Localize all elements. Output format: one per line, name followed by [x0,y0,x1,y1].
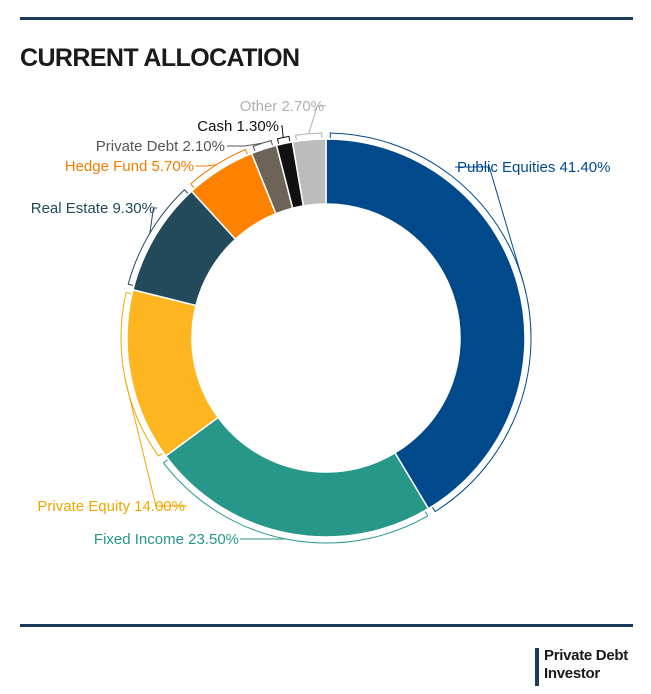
label-bracket [162,459,429,544]
label-bracket [329,132,532,513]
chart-title: CURRENT ALLOCATION [20,44,300,72]
label-leader [308,105,326,134]
slice-label: Private Debt 2.10% [96,138,225,155]
logo-line-2: Investor [544,665,600,682]
slice-label: Other 2.70% [240,98,324,115]
label-leader [227,142,263,147]
bottom-rule [20,624,633,627]
label-leader [281,125,284,138]
label-leader [149,207,157,234]
slice-label: Private Equity 14.00% [37,498,185,515]
logo-line-1: Private Debt [544,647,628,664]
slice-fixed-income [164,416,430,538]
slice-label: Hedge Fund 5.70% [65,158,194,175]
slice-label: Fixed Income 23.50% [94,531,239,548]
top-rule [20,17,633,20]
label-leader [455,166,525,284]
label-bracket [276,135,291,144]
logo-bar [535,648,539,686]
slice-label: Public Equities 41.40% [457,159,610,176]
logo-text: Private Debt Investor [544,647,628,683]
label-leader [196,164,217,167]
label-leader [124,377,187,507]
slice-label: Real Estate 9.30% [31,200,155,217]
slice-public-equities [325,138,526,510]
slice-label: Cash 1.30% [197,118,279,135]
slice-other [291,138,327,207]
